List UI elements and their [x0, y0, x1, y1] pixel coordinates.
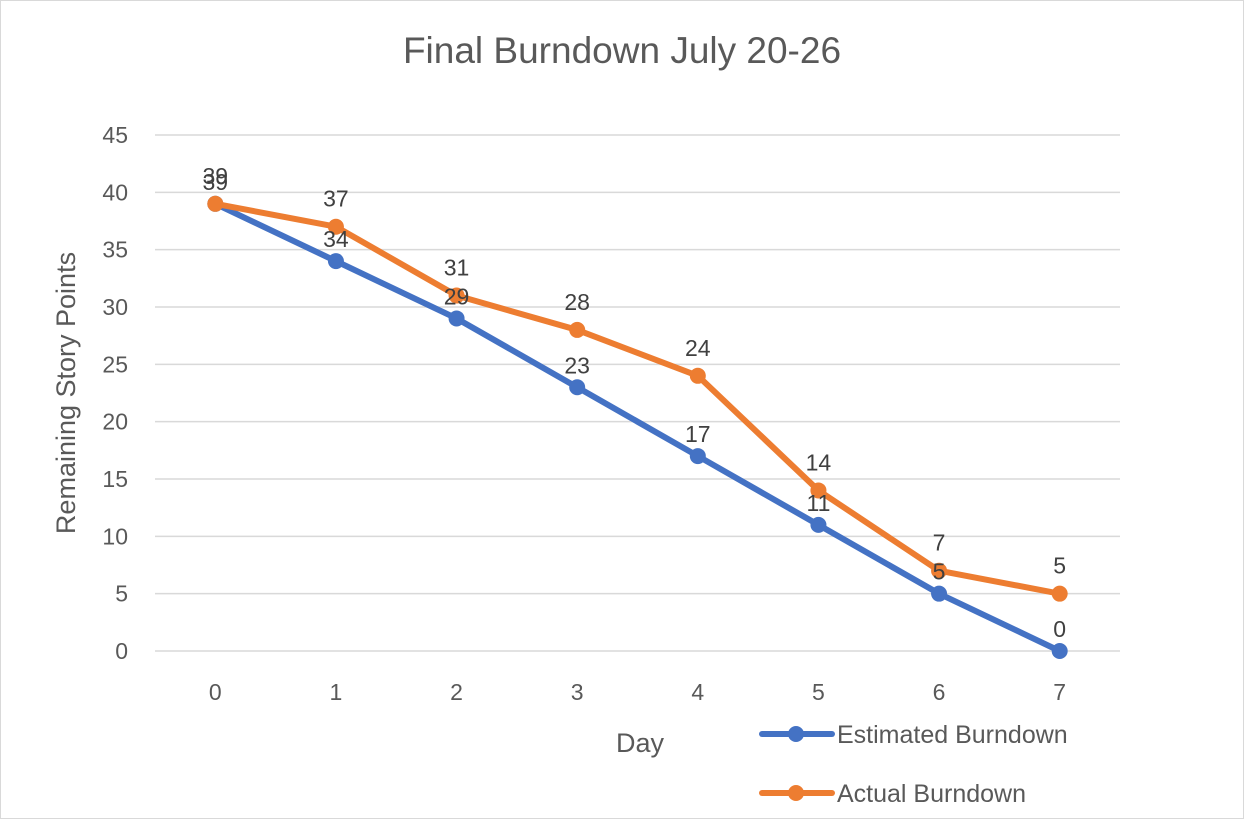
- data-point[interactable]: [689, 367, 706, 384]
- data-label: 31: [444, 255, 470, 281]
- data-label: 0: [1053, 616, 1066, 642]
- y-tick-label: 40: [102, 179, 128, 205]
- x-tick-label: 1: [330, 679, 343, 705]
- series-1: [207, 195, 1068, 602]
- data-label: 11: [806, 490, 830, 516]
- y-tick-label: 0: [115, 638, 128, 664]
- data-label: 5: [933, 559, 946, 585]
- data-point[interactable]: [689, 448, 706, 465]
- x-tick-label: 4: [691, 679, 704, 705]
- data-point[interactable]: [448, 310, 465, 327]
- data-point[interactable]: [1051, 643, 1068, 659]
- data-labels: 39 34 29 23 17 11 5 0 39 37 31 28 24 14 7 5: [203, 163, 1067, 642]
- series-lines: [207, 195, 1068, 659]
- data-label: 14: [806, 449, 832, 475]
- data-label: 37: [323, 186, 349, 212]
- y-axis-label: Remaining Story Points: [51, 252, 81, 534]
- x-tick-label: 6: [933, 679, 946, 705]
- data-label: 24: [685, 335, 711, 361]
- data-point[interactable]: [810, 482, 827, 499]
- data-point[interactable]: [569, 321, 586, 338]
- y-tick-label: 15: [102, 466, 128, 492]
- data-label: 23: [564, 352, 590, 378]
- legend-item-estimated[interactable]: Estimated Burndown: [759, 721, 1068, 749]
- x-tick-label: 5: [812, 679, 825, 705]
- data-label: 17: [685, 421, 711, 447]
- y-tick-label: 45: [102, 122, 128, 148]
- data-label: 34: [323, 226, 349, 252]
- legend-label-actual: Actual Burndown: [837, 780, 1026, 808]
- gridlines: [155, 134, 1120, 652]
- legend-marker-estimated: [788, 726, 804, 742]
- data-point[interactable]: [569, 379, 586, 396]
- y-tick-label: 20: [102, 409, 128, 435]
- x-axis-label: Day: [616, 728, 665, 758]
- data-label: 29: [444, 283, 470, 309]
- x-tick-label: 0: [209, 679, 222, 705]
- data-label: 28: [564, 289, 590, 315]
- data-point[interactable]: [327, 253, 344, 270]
- y-tick-label: 10: [102, 523, 128, 549]
- data-point[interactable]: [931, 562, 948, 579]
- data-point[interactable]: [207, 195, 224, 212]
- series-line: [212, 200, 1063, 654]
- x-axis-ticks: 0 1 2 3 4 5 6 7: [209, 679, 1066, 705]
- data-point[interactable]: [931, 585, 948, 602]
- chart-title: Final Burndown July 20-26: [403, 30, 841, 71]
- data-label: 39: [203, 163, 229, 189]
- y-axis-ticks: 0 5 10 15 20 25 30 35 40 45: [102, 122, 128, 664]
- x-tick-label: 7: [1053, 679, 1066, 705]
- legend-label-estimated: Estimated Burndown: [837, 721, 1068, 749]
- legend: Estimated Burndown Actual Burndown: [759, 721, 1068, 808]
- x-tick-label: 3: [571, 679, 584, 705]
- data-point[interactable]: [327, 218, 344, 235]
- x-tick-label: 2: [450, 679, 463, 705]
- legend-item-actual[interactable]: Actual Burndown: [759, 780, 1026, 808]
- y-tick-label: 35: [102, 237, 128, 263]
- data-label: 5: [1053, 553, 1066, 579]
- data-point[interactable]: [1051, 585, 1068, 602]
- series-line: [212, 200, 1063, 597]
- data-point[interactable]: [448, 287, 465, 304]
- data-point[interactable]: [810, 516, 827, 533]
- data-label: 39: [203, 169, 229, 195]
- y-tick-label: 30: [102, 294, 128, 320]
- data-label: 7: [933, 530, 946, 556]
- y-tick-label: 5: [115, 581, 128, 607]
- y-tick-label: 25: [102, 351, 128, 377]
- legend-marker-actual: [788, 785, 804, 801]
